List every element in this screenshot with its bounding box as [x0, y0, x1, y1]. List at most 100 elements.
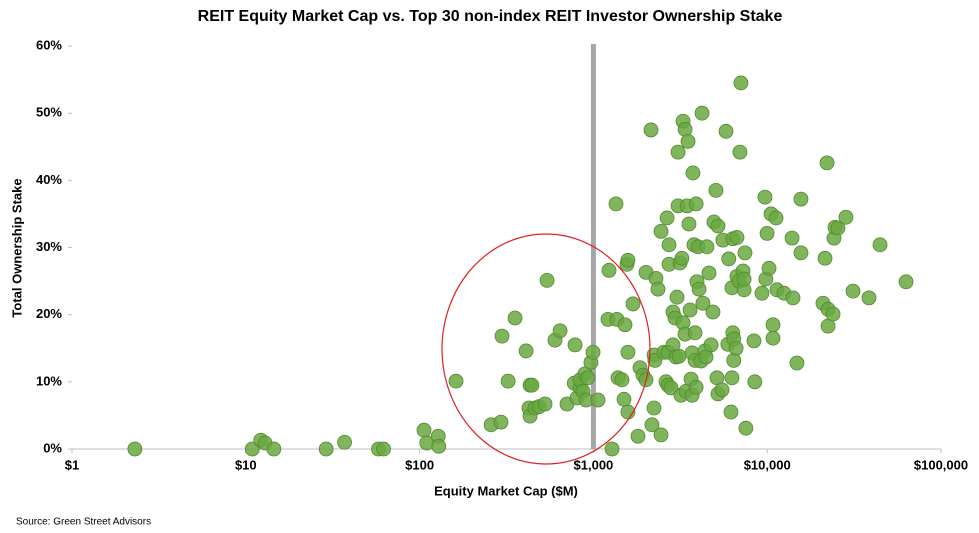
- point: [838, 209, 854, 225]
- point: [825, 306, 841, 322]
- point: [518, 343, 534, 359]
- point: [431, 438, 447, 454]
- point: [625, 296, 641, 312]
- x-tick-label: $1: [65, 457, 79, 472]
- chart-title: REIT Equity Market Cap vs. Top 30 non-in…: [198, 8, 783, 25]
- point: [737, 245, 753, 261]
- point: [785, 290, 801, 306]
- point: [817, 250, 833, 266]
- point: [872, 237, 888, 253]
- point: [694, 105, 710, 121]
- point: [671, 348, 687, 364]
- point: [620, 344, 636, 360]
- point: [677, 121, 693, 137]
- point: [695, 295, 711, 311]
- point: [830, 220, 846, 236]
- point: [376, 441, 391, 457]
- point: [691, 281, 707, 297]
- point: [708, 183, 724, 198]
- point: [768, 210, 784, 226]
- x-tick-label: $10: [235, 457, 257, 472]
- y-tick-label: 10%: [36, 373, 62, 388]
- point: [793, 191, 809, 207]
- point: [448, 373, 464, 389]
- point: [643, 122, 659, 138]
- x-tick-label: $10,000: [744, 457, 791, 472]
- point: [537, 396, 553, 412]
- point: [617, 317, 633, 333]
- point: [845, 283, 861, 299]
- y-tick-label: 50%: [36, 105, 62, 120]
- point: [732, 144, 748, 160]
- point: [784, 230, 800, 246]
- point: [738, 420, 754, 436]
- point: [757, 189, 773, 205]
- point: [630, 428, 646, 444]
- point: [728, 340, 744, 356]
- point: [644, 417, 660, 433]
- point: [127, 441, 143, 457]
- point: [688, 379, 704, 395]
- point: [539, 273, 555, 288]
- point: [494, 328, 510, 344]
- point: [688, 196, 704, 212]
- x-axis-label: Equity Market Cap ($M): [434, 483, 578, 498]
- point: [669, 289, 685, 305]
- point: [552, 323, 568, 339]
- point: [754, 285, 770, 301]
- point: [266, 441, 282, 457]
- point: [759, 225, 775, 241]
- x-tick-label: $1,000: [574, 457, 614, 472]
- point: [674, 250, 690, 266]
- point: [761, 260, 777, 276]
- point: [723, 404, 739, 420]
- y-tick-label: 20%: [36, 306, 62, 321]
- point: [608, 196, 624, 212]
- y-tick-label: 40%: [36, 172, 62, 187]
- point: [789, 355, 805, 371]
- point: [746, 333, 762, 349]
- point: [710, 218, 726, 234]
- point: [614, 372, 630, 388]
- x-tick-label: $100,000: [914, 457, 968, 472]
- point: [729, 230, 745, 245]
- point: [733, 75, 749, 91]
- point: [580, 370, 596, 386]
- point: [819, 155, 835, 171]
- point: [524, 377, 540, 393]
- point: [736, 271, 752, 287]
- point: [714, 382, 730, 398]
- point: [765, 330, 781, 346]
- point: [718, 123, 734, 139]
- point: [585, 344, 601, 360]
- point: [705, 304, 721, 320]
- point: [765, 317, 781, 333]
- point: [650, 281, 666, 297]
- point: [604, 441, 620, 457]
- point: [590, 392, 606, 408]
- point: [318, 441, 334, 457]
- y-tick-label: 0%: [43, 440, 62, 455]
- point: [337, 434, 352, 450]
- point: [703, 337, 719, 353]
- point: [747, 374, 763, 390]
- point: [653, 223, 669, 239]
- point: [670, 144, 686, 160]
- point: [701, 265, 717, 281]
- point: [653, 427, 669, 443]
- point: [616, 391, 632, 407]
- point: [685, 165, 701, 181]
- point: [663, 380, 679, 396]
- point: [793, 245, 809, 261]
- point: [416, 422, 432, 438]
- point: [680, 133, 696, 149]
- y-tick-label: 30%: [36, 239, 62, 254]
- point: [681, 216, 697, 232]
- point: [620, 252, 636, 268]
- point: [659, 210, 675, 226]
- point: [646, 400, 662, 416]
- point: [721, 251, 737, 267]
- point: [601, 262, 617, 278]
- x-tick-label: $100: [405, 457, 434, 472]
